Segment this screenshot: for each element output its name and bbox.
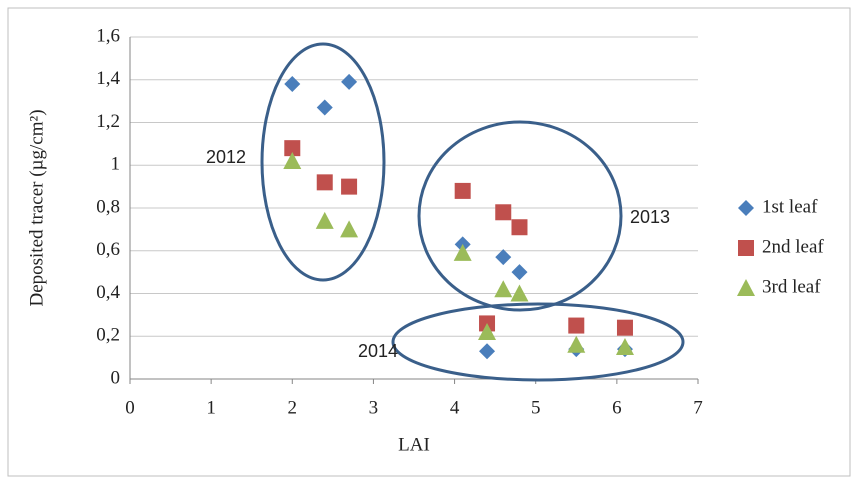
y-tick-label: 1,6 (96, 25, 120, 46)
x-tick-label: 0 (125, 397, 135, 418)
y-tick-label: 1,2 (96, 111, 120, 132)
marker (495, 204, 512, 221)
legend-label: 1st leaf (762, 196, 818, 217)
chart-frame (7, 7, 851, 477)
marker (495, 249, 512, 266)
y-tick-label: 0 (111, 367, 121, 388)
marker (316, 174, 333, 191)
marker (568, 317, 585, 334)
y-tick-label: 1,4 (96, 68, 120, 89)
marker (479, 343, 496, 360)
legend-marker (738, 200, 754, 216)
marker (616, 319, 633, 336)
marker (511, 264, 528, 281)
marker (315, 211, 334, 229)
x-tick-label: 6 (612, 397, 622, 418)
marker (615, 337, 634, 355)
marker (341, 178, 358, 195)
group-ellipse (417, 120, 623, 312)
y-tick-label: 1 (111, 154, 121, 175)
marker (478, 322, 497, 340)
marker (283, 151, 302, 169)
y-tick-label: 0,8 (96, 196, 120, 217)
legend-label: 3rd leaf (762, 276, 821, 297)
annotation: 2013 (630, 207, 670, 227)
group-ellipse (260, 42, 386, 282)
marker (316, 99, 333, 116)
marker (511, 219, 528, 236)
group-ellipse (391, 302, 685, 382)
marker (284, 140, 301, 157)
x-tick-label: 3 (369, 397, 379, 418)
marker (284, 76, 301, 93)
marker (510, 284, 529, 302)
marker (567, 335, 586, 353)
annotation: 2012 (206, 147, 246, 167)
x-tick-label: 5 (531, 397, 541, 418)
marker (340, 220, 359, 238)
marker (453, 243, 472, 261)
y-tick-label: 0,6 (96, 239, 120, 260)
x-axis-label: LAI (398, 434, 430, 455)
legend-label: 2nd leaf (762, 236, 824, 257)
x-tick-label: 7 (693, 397, 703, 418)
marker (494, 280, 513, 298)
annotation: 2014 (358, 341, 398, 361)
x-tick-label: 4 (450, 397, 460, 418)
x-tick-label: 1 (206, 397, 216, 418)
legend-marker (738, 240, 754, 256)
y-tick-label: 0,4 (96, 282, 120, 303)
marker (341, 73, 358, 90)
marker (454, 182, 471, 199)
y-tick-label: 0,2 (96, 325, 120, 346)
legend-marker (737, 279, 755, 296)
y-axis-label: Deposited tracer (µg/cm²) (26, 109, 47, 306)
x-tick-label: 2 (288, 397, 298, 418)
